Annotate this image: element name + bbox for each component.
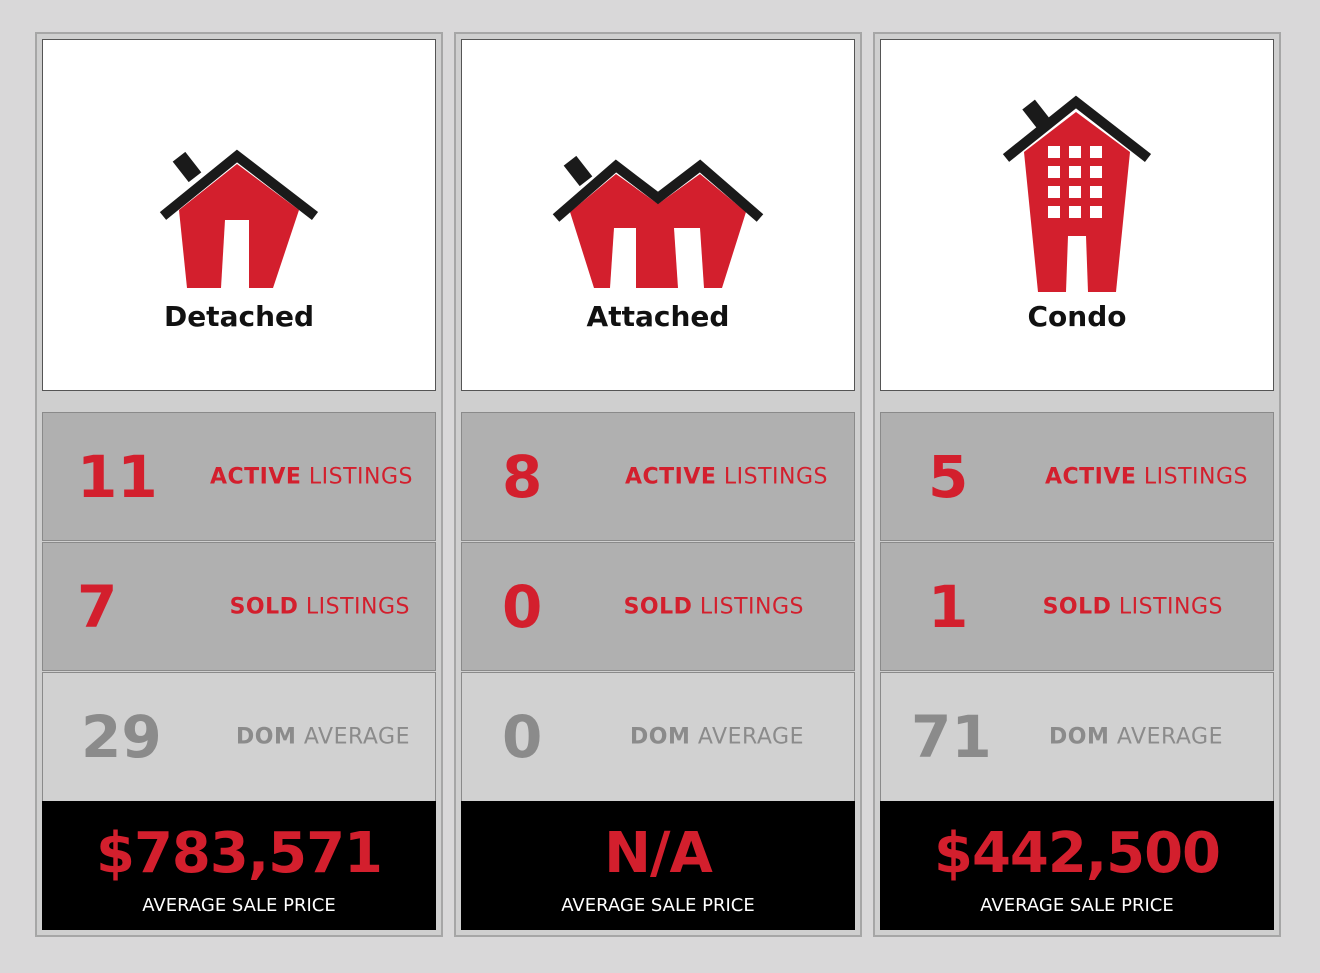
sold-listings-row: 1 SOLD LISTINGS xyxy=(880,542,1274,671)
sold-listings-row: 0 SOLD LISTINGS xyxy=(461,542,855,671)
sold-count: 0 xyxy=(502,572,543,641)
average-sale-price: N/A xyxy=(604,821,713,886)
active-listings-row: 8 ACTIVE LISTINGS xyxy=(461,412,855,541)
sold-listings-label: SOLD LISTINGS xyxy=(1042,594,1223,619)
average-sale-price-label: AVERAGE SALE PRICE xyxy=(142,895,336,916)
dom-average-label: DOM AVERAGE xyxy=(1049,724,1223,750)
attached-house-icon xyxy=(552,155,764,288)
sold-count: 1 xyxy=(928,572,969,641)
property-type-label: Detached xyxy=(163,300,315,333)
active-listings-label: ACTIVE LISTINGS xyxy=(624,464,828,489)
property-type-label: Condo xyxy=(1027,300,1127,333)
detached-card: Detached 11 ACTIVE LISTINGS 7 SOLD LISTI… xyxy=(35,32,443,937)
active-listings-label: ACTIVE LISTINGS xyxy=(209,464,413,489)
active-listings-row: 5 ACTIVE LISTINGS xyxy=(880,412,1274,541)
detached-house-icon xyxy=(159,149,319,288)
dom-average-label: DOM AVERAGE xyxy=(236,724,410,750)
sold-listings-label: SOLD LISTINGS xyxy=(623,594,804,619)
dom-count: 0 xyxy=(502,703,543,771)
dom-average-row: 29 DOM AVERAGE xyxy=(42,672,436,801)
average-sale-price-box: $442,500 AVERAGE SALE PRICE xyxy=(880,801,1274,930)
average-sale-price-label: AVERAGE SALE PRICE xyxy=(561,895,755,916)
active-count: 11 xyxy=(77,442,158,511)
attached-header: Attached xyxy=(461,39,855,391)
dom-average-row: 0 DOM AVERAGE xyxy=(461,672,855,801)
dom-count: 71 xyxy=(911,703,992,771)
attached-card: Attached 8 ACTIVE LISTINGS 0 SOLD LISTIN… xyxy=(454,32,862,937)
sold-count: 7 xyxy=(77,572,118,641)
condo-card: Condo 5 ACTIVE LISTINGS 1 SOLD LISTINGS … xyxy=(873,32,1281,937)
condo-building-icon xyxy=(1002,95,1152,292)
active-count: 5 xyxy=(928,442,969,511)
average-sale-price-box: $783,571 AVERAGE SALE PRICE xyxy=(42,801,436,930)
dom-average-label: DOM AVERAGE xyxy=(630,724,804,750)
dom-average-row: 71 DOM AVERAGE xyxy=(880,672,1274,801)
active-listings-label: ACTIVE LISTINGS xyxy=(1044,464,1248,489)
detached-header: Detached xyxy=(42,39,436,391)
sold-listings-label: SOLD LISTINGS xyxy=(229,594,410,619)
average-sale-price: $783,571 xyxy=(95,821,383,886)
condo-header: Condo xyxy=(880,39,1274,391)
active-count: 8 xyxy=(502,442,543,511)
average-sale-price-box: N/A AVERAGE SALE PRICE xyxy=(461,801,855,930)
average-sale-price-label: AVERAGE SALE PRICE xyxy=(980,895,1174,916)
property-type-label: Attached xyxy=(586,300,730,333)
sold-listings-row: 7 SOLD LISTINGS xyxy=(42,542,436,671)
average-sale-price: $442,500 xyxy=(933,821,1221,886)
dom-count: 29 xyxy=(81,703,162,771)
active-listings-row: 11 ACTIVE LISTINGS xyxy=(42,412,436,541)
